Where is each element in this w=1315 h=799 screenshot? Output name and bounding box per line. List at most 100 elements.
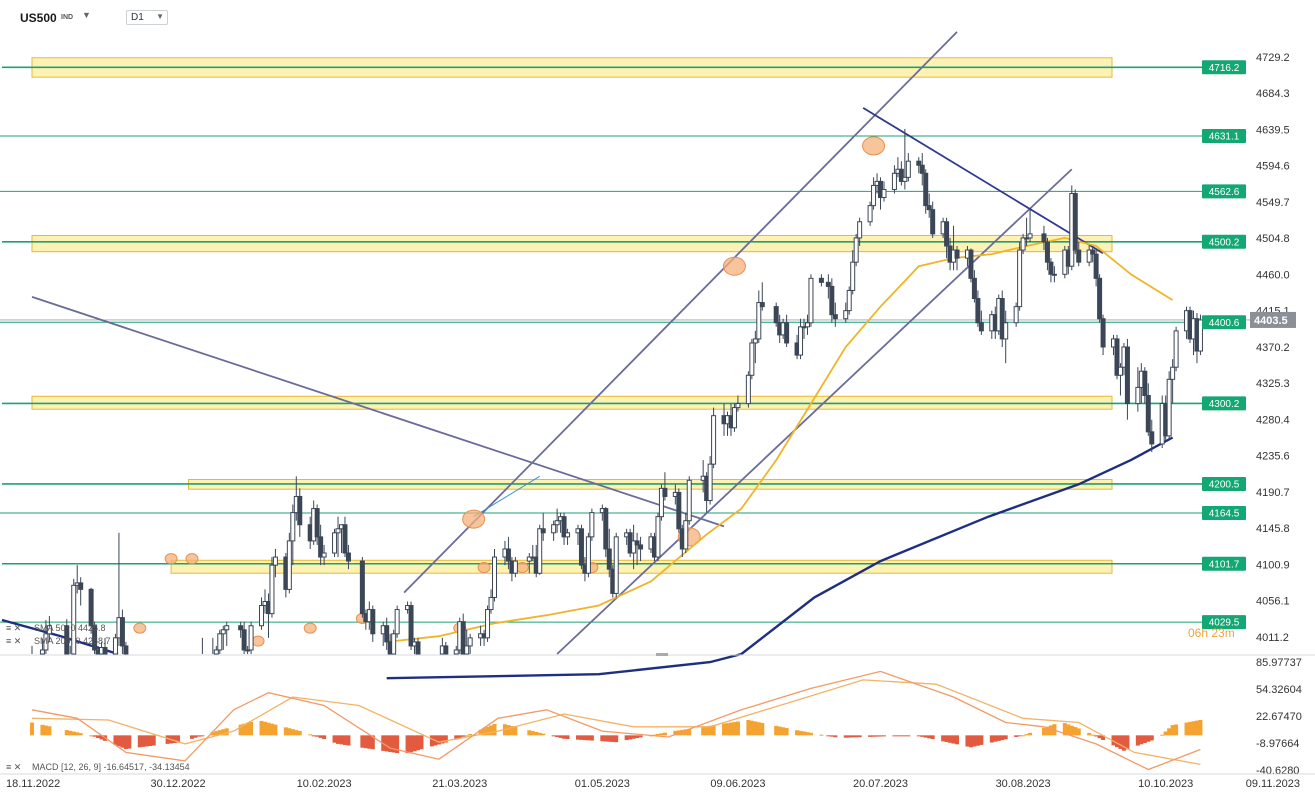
candle (314, 504, 320, 545)
candle (537, 524, 543, 575)
candle-body-bear (88, 588, 94, 627)
candle (71, 578, 77, 655)
candle-body-bull (801, 326, 807, 329)
level-badge (1202, 184, 1246, 199)
candle-body-bear (1124, 346, 1130, 405)
macd-histogram-bar (701, 726, 706, 736)
macd-histogram-bar (482, 728, 487, 736)
candle-body-bear (460, 621, 466, 655)
candle (1097, 274, 1103, 323)
macd-histogram-bar (429, 735, 434, 747)
macd-histogram-bar (193, 735, 198, 738)
candle (259, 597, 265, 630)
support-resistance-zone (31, 235, 1113, 253)
sma50-label: SMA 50, 0 4425.8 (34, 623, 106, 633)
level-badge (1202, 476, 1246, 491)
macd-histogram-bar (388, 735, 393, 752)
sma200-legend-icon: ≡ ✕ (6, 636, 21, 646)
macd-histogram-bar (141, 735, 146, 747)
candle-body-bear (923, 172, 929, 207)
candle-body-bear (241, 629, 247, 651)
macd-histogram-bar (1163, 731, 1168, 736)
candle (832, 302, 838, 327)
price-tick-label: 4729.2 (1256, 52, 1290, 64)
macd-histogram-bar (416, 735, 421, 751)
candle (1149, 419, 1155, 453)
macd-histogram-bar (217, 730, 222, 736)
candle-body-bull (1086, 249, 1092, 263)
candle (318, 524, 324, 566)
candle-body-bull (551, 524, 557, 534)
macd-histogram-bar (47, 726, 52, 736)
sma200-left-segment (1, 618, 119, 656)
timeframe-select[interactable]: D1 ▼ (126, 10, 168, 25)
macd-histogram-bar (1101, 735, 1106, 740)
macd-histogram-bar (1142, 735, 1147, 744)
candle-body-bull (585, 536, 591, 574)
macd-histogram-bar (920, 735, 925, 737)
candle (64, 619, 70, 655)
macd-histogram-bar (655, 733, 660, 736)
candle (707, 456, 713, 505)
candle-body-bear (1142, 370, 1148, 396)
candle-body-bull (492, 556, 498, 598)
candle-body-bear (342, 524, 348, 554)
candle-body-bull (259, 605, 265, 627)
macd-histogram-bar (1149, 735, 1154, 741)
candle-body-bear (1044, 241, 1050, 263)
candle-body-bull (248, 625, 254, 651)
macd-histogram-bar (777, 726, 782, 736)
macd-histogram-bar (176, 735, 181, 743)
sma-legend: ≡ ✕ SMA 50, 0 4425.8 ≡ ✕ SMA 200, 0 4258… (6, 623, 111, 646)
candle (241, 621, 247, 654)
macd-histogram-bar (1000, 735, 1005, 741)
macd-tick-label: 54.32604 (1256, 684, 1302, 696)
macd-histogram-bar (895, 735, 900, 737)
macd-pane: 85.97737 54.32604 22.67470 -8.97664 -40.6280 (30, 657, 1302, 777)
symbol-dropdown-icon[interactable]: ▼ (82, 10, 91, 20)
macd-histogram-bar (819, 734, 824, 736)
macd-tick-label: 22.67470 (1256, 711, 1302, 723)
time-tick-label: 30.08.2023 (996, 778, 1051, 790)
macd-histogram-bar (1014, 735, 1019, 737)
macd-histogram-bar (735, 721, 740, 736)
macd-histogram-bar (224, 728, 229, 736)
macd-histogram-bar (30, 722, 34, 736)
macd-legend-icon: ≡ ✕ (6, 762, 21, 772)
macd-histogram-bar (506, 725, 511, 736)
macd-histogram-bar (485, 726, 490, 736)
candle (1041, 225, 1047, 251)
candle-body-bear (971, 277, 977, 300)
candle-body-bull (891, 172, 897, 190)
macd-histogram-bar (1121, 735, 1126, 751)
candle-body-bull (112, 637, 118, 655)
candle-body-bull (565, 532, 571, 538)
candle-body-bear (662, 487, 668, 497)
candle-body-bull (335, 528, 341, 534)
macd-histogram-bar (419, 735, 424, 750)
macd-histogram-bar (464, 735, 469, 737)
candle-body-bear (1041, 233, 1047, 243)
macd-histogram-bar (906, 735, 911, 737)
candle-body-bull (613, 536, 619, 594)
macd-histogram-bar (454, 735, 459, 740)
symbol-name[interactable]: US500 (20, 11, 57, 25)
macd-histogram-bar (332, 735, 337, 743)
macd-histogram-bar (1118, 735, 1123, 749)
candle (217, 629, 223, 654)
candle (561, 512, 567, 545)
macd-histogram-bar (972, 735, 977, 747)
macd-histogram-bar (395, 735, 400, 754)
macd-histogram-bar (1135, 735, 1140, 746)
macd-histogram-bar (930, 735, 935, 740)
candle (857, 217, 863, 247)
macd-histogram-bar (266, 722, 271, 736)
candle-body-bear (443, 645, 449, 655)
macd-histogram-bar (68, 730, 73, 736)
macd-histogram-bar (833, 735, 838, 738)
candle (1124, 338, 1130, 420)
macd-histogram-bar (137, 735, 142, 748)
candle-body-bull (745, 374, 751, 405)
candle-body-bear (1097, 277, 1103, 320)
